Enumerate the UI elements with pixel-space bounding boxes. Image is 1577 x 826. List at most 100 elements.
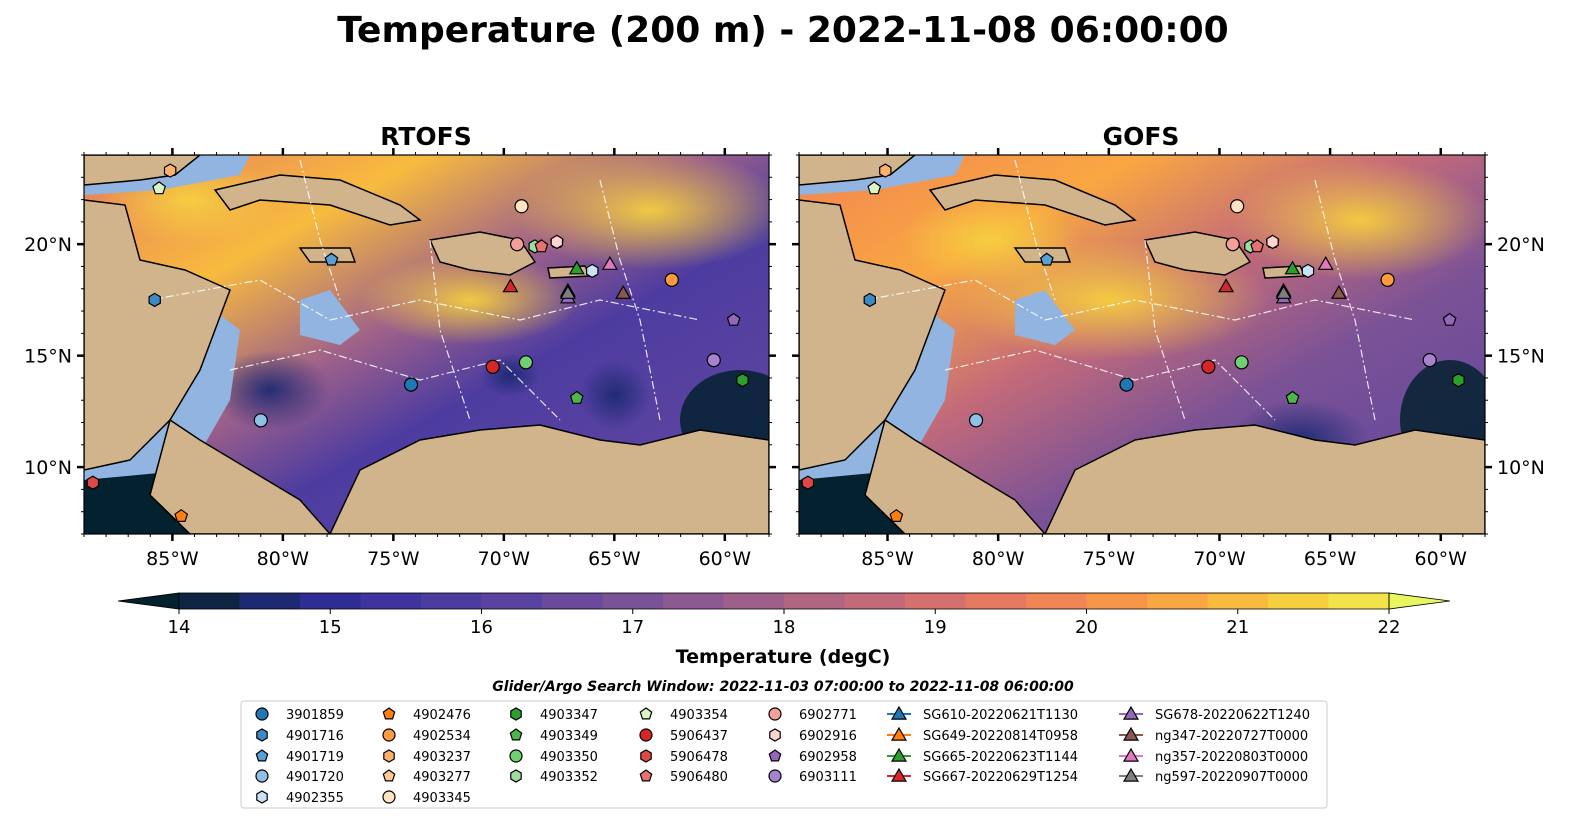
legend-label: SG678-20220622T1240 (1155, 708, 1310, 723)
argo-float-marker (1452, 373, 1465, 388)
legend-marker (382, 728, 396, 742)
colorbar-extend-max (1388, 592, 1451, 610)
lon-tick-label: 75°W (1083, 548, 1136, 570)
lat-tick-label: 15°N (1497, 346, 1545, 368)
legend-label: 4903237 (413, 750, 471, 765)
cuba-island (928, 174, 1137, 226)
glider-marker (601, 256, 618, 270)
colorbar-segment (1268, 593, 1329, 609)
lon-tick-label: 70°W (478, 548, 531, 570)
colorbar-tick-label: 22 (1378, 617, 1401, 638)
argo-float-marker (1119, 377, 1134, 392)
glider-marker (1330, 284, 1347, 299)
legend-item: 6902958 (768, 749, 857, 765)
legend-marker (768, 707, 782, 721)
jamaica-island (1013, 247, 1072, 263)
legend-marker (639, 728, 653, 742)
legend-marker (768, 749, 782, 762)
argo-float-marker (518, 355, 534, 370)
glider-marker (1275, 284, 1292, 299)
legend-item: 4903345 (382, 790, 471, 806)
legend-label: 6902916 (799, 729, 857, 744)
legend-label: 4902355 (286, 791, 344, 806)
south-america-landmass (329, 424, 769, 534)
legend-label: 5906437 (670, 729, 728, 744)
legend-item: 4902355 (256, 790, 344, 806)
argo-float-marker (867, 181, 882, 195)
legend-label: 4903349 (540, 729, 598, 744)
colorbar-tick-label: 14 (168, 617, 191, 638)
colorbar-segment (905, 593, 966, 609)
legend-item: 4903349 (509, 728, 598, 744)
legend-label: 6902958 (799, 750, 857, 765)
colorbar-segment (360, 593, 422, 609)
legend-item: 4903352 (510, 769, 598, 785)
search-window-caption: Glider/Argo Search Window: 2022-11-03 07… (492, 679, 1074, 695)
legend-marker (382, 769, 396, 782)
central-america-landmass (84, 199, 231, 471)
legend-label: SG667-20220629T1254 (923, 770, 1078, 785)
legend-marker (890, 726, 908, 741)
colorbar-segment (239, 593, 301, 609)
legend-item: SG610-20220621T1130 (887, 705, 1078, 723)
legend-label: ng597-20220907T0000 (1155, 770, 1308, 785)
argo-float-marker (86, 475, 100, 490)
legend-label: 5906478 (670, 750, 728, 765)
glider-marker (1284, 260, 1301, 275)
argo-float-marker (148, 292, 161, 308)
legend-label: 5906480 (670, 770, 728, 785)
legend-marker (255, 749, 269, 762)
lon-tick-label: 80°W (972, 548, 1025, 570)
argo-float-marker (163, 163, 177, 178)
south-america-landmass (1044, 424, 1485, 534)
legend-marker (382, 707, 396, 720)
argo-float-marker (1422, 353, 1437, 368)
continental-shelf (1015, 290, 1075, 345)
legend-item: 5906480 (639, 769, 728, 785)
colorbar-tick-label: 15 (319, 617, 342, 638)
legend-item: SG678-20220622T1240 (1119, 705, 1310, 723)
glider-marker (502, 278, 519, 293)
map-frame (83, 154, 770, 535)
colorbar-segment (602, 593, 664, 609)
legend-item: 4903237 (383, 749, 471, 765)
colorbar-segment (542, 593, 603, 609)
lon-tick-label: 65°W (588, 548, 641, 570)
legend-marker (639, 769, 653, 782)
legend-label: 4901719 (286, 750, 344, 765)
lat-tick-label: 15°N (24, 346, 72, 368)
argo-float-marker (1234, 355, 1249, 370)
panel-title: GOFS (1103, 122, 1180, 151)
legend-label: 6903111 (799, 770, 857, 785)
lon-tick-label: 85°W (861, 548, 914, 570)
legend-label: ng347-20220727T0000 (1155, 729, 1308, 744)
puerto-rico-island (547, 265, 592, 279)
argo-float-marker (485, 359, 500, 374)
argo-float-marker (534, 239, 549, 253)
lon-axis: 85°W 80°W 75°W 70°W 65°W 60°W (83, 148, 770, 570)
colorbar-tick-label: 19 (924, 617, 947, 638)
colorbar-segment (663, 593, 724, 609)
warm-region (900, 195, 1080, 285)
legend-label: 4903347 (540, 708, 598, 723)
colorbar-segment (784, 593, 845, 609)
legend-marker (383, 749, 395, 763)
colorbar-tick-label: 16 (470, 617, 493, 638)
legend-marker (256, 728, 268, 742)
legend-item: SG667-20220629T1254 (887, 767, 1078, 785)
argo-float-marker (1380, 272, 1395, 287)
legend-item: 4903354 (639, 707, 728, 723)
legend-label: 4902534 (413, 729, 471, 744)
argo-float-marker (550, 234, 564, 250)
legend-marker (509, 728, 523, 741)
panel-gofs: GOFS (792, 122, 1545, 570)
legend-marker (769, 728, 781, 742)
colorbar-segment (1026, 593, 1087, 609)
colorbar-extend-min (117, 592, 180, 610)
legend-marker (255, 707, 269, 721)
argo-float-marker (509, 237, 525, 252)
legend-label: ng357-20220803T0000 (1155, 750, 1308, 765)
argo-float-marker (1225, 237, 1240, 252)
argo-float-marker (968, 413, 984, 428)
legend-item: SG649-20220814T0958 (887, 726, 1078, 744)
